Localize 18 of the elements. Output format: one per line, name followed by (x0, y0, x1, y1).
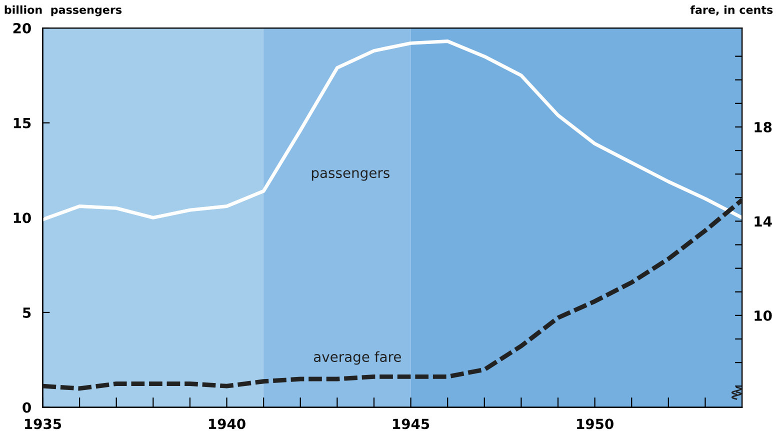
x-tick-label: 1935 (24, 418, 62, 430)
y-tick-label: 10 (14, 212, 31, 224)
y-tick-label: 0 (22, 402, 31, 413)
x-tick-label: 1940 (209, 418, 246, 430)
line-series (42, 40, 742, 222)
annotation: average fare (314, 351, 401, 365)
y-axis-title: billion passengers (4, 5, 122, 16)
y-tick-label: 20 (13, 22, 31, 34)
y2-tick-label: 10 (754, 310, 772, 321)
y2-tick-label: 18 (754, 122, 772, 132)
annotation: passengers (312, 170, 390, 181)
y2-axis-title: fare, in cents (690, 5, 773, 16)
x-tick-label: 1945 (393, 418, 430, 430)
y2-tick-label: 14 (754, 216, 772, 226)
y-tick-label: 5 (23, 308, 31, 318)
x-tick-label: 1950 (577, 418, 614, 430)
line-series (42, 198, 742, 391)
y-tick-label: 15 (14, 118, 31, 128)
